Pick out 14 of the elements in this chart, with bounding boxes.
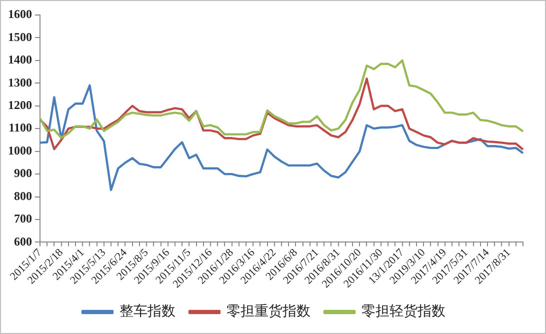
y-tick-label: 1500 (8, 30, 32, 44)
y-tick-label: 600 (14, 234, 32, 248)
y-tick-label: 700 (14, 212, 32, 226)
y-tick-label: 1100 (8, 120, 32, 135)
legend-label: 零担重货指数 (226, 304, 310, 320)
y-tick-label: 1000 (8, 143, 32, 158)
legend-label: 整车指数 (120, 304, 176, 320)
y-tick-label: 1600 (8, 7, 32, 22)
y-tick-label: 1400 (8, 52, 32, 67)
y-tick-label: 900 (14, 166, 32, 180)
legend-label: 零担轻货指数 (362, 304, 446, 320)
y-tick-label: 800 (14, 188, 32, 203)
y-tick-label: 1300 (8, 75, 32, 90)
y-tick-label: 1200 (8, 98, 32, 112)
